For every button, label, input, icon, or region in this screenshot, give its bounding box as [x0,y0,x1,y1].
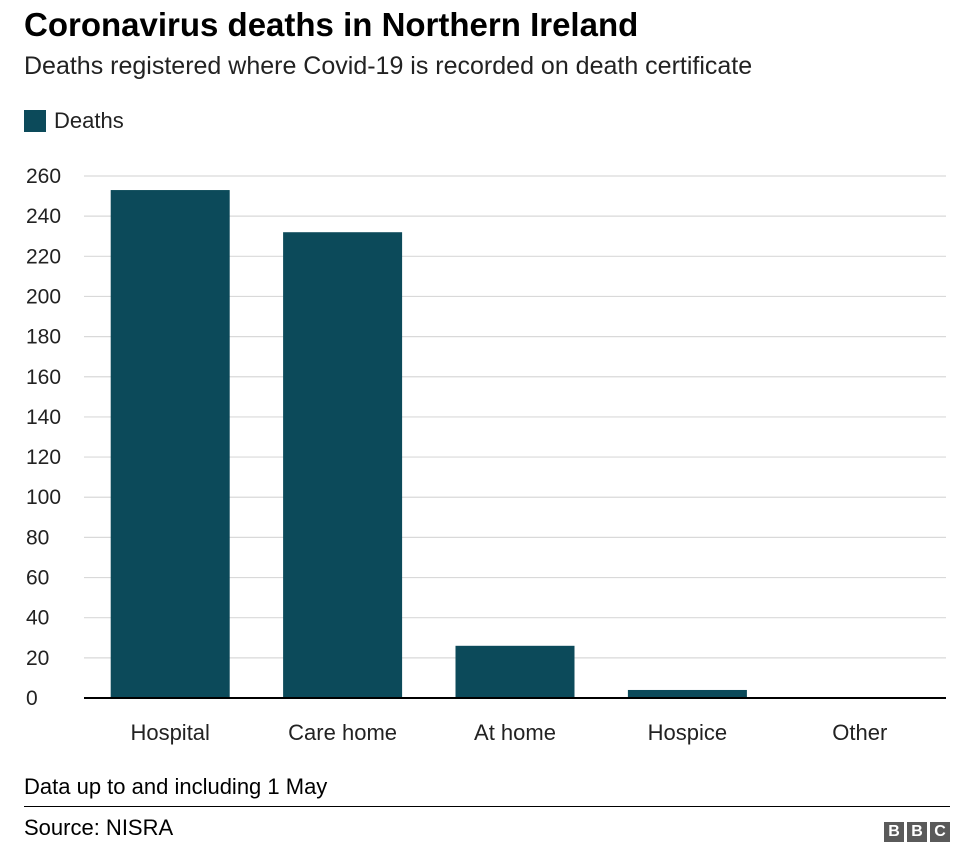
x-tick-label: Other [832,720,887,745]
y-tick-label: 160 [26,366,61,389]
legend-swatch [24,110,46,132]
logo-letter: B [907,822,927,842]
logo-letter: B [884,822,904,842]
x-tick-label: Hospital [130,720,209,745]
bar-care-home [283,232,403,698]
legend-label: Deaths [54,108,124,133]
source-text: Source: NISRA [24,815,174,840]
bar-hospice [627,689,747,698]
y-tick-label: 40 [26,607,49,630]
y-tick-label: 60 [26,567,49,590]
y-tick-label: 200 [26,285,61,308]
y-tick-label: 0 [26,687,38,710]
x-tick-label: Hospice [648,720,727,745]
y-tick-label: 260 [26,165,61,188]
y-tick-label: 20 [26,647,49,670]
y-tick-label: 140 [26,406,61,429]
logo-letter: C [930,822,950,842]
chart-subtitle: Deaths registered where Covid-19 is reco… [24,52,753,80]
x-tick-label: At home [474,720,556,745]
y-tick-label: 180 [26,326,61,349]
footer-divider [24,806,950,807]
bar-chart: 0 20 40 60 80 100 120 140 160 180 200 220 240 260 Hosp… [26,165,946,745]
bar-hospital [110,190,230,699]
y-tick-label: 120 [26,446,61,469]
y-tick-label: 100 [26,486,61,509]
y-tick-label: 220 [26,245,61,268]
x-tick-label: Care home [288,720,397,745]
bar-at-home [455,645,575,698]
y-tick-label: 240 [26,205,61,228]
bbc-logo: B B C [884,822,950,842]
y-tick-label: 80 [26,526,49,549]
legend: Deaths [24,108,124,134]
chart-title: Coronavirus deaths in Northern Ireland [24,6,639,43]
footnote: Data up to and including 1 May [24,774,328,799]
